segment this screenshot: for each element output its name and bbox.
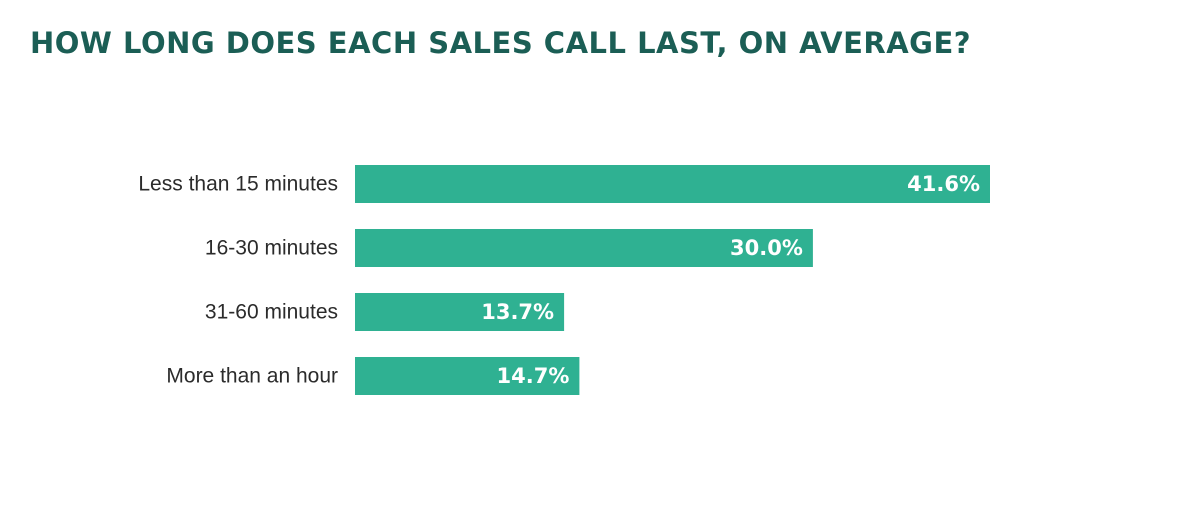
value-label-0: 41.6% (907, 172, 980, 196)
bar-0 (355, 165, 990, 203)
bar-2 (355, 293, 565, 331)
value-label-1: 30.0% (730, 236, 803, 260)
bar-1 (355, 229, 813, 267)
chart-title: How long does each sales call last, on a… (30, 26, 972, 60)
value-label-2: 13.7% (481, 300, 554, 324)
bar-3 (355, 357, 580, 395)
category-label-3: More than an hour (166, 365, 338, 388)
value-label-3: 14.7% (497, 364, 570, 388)
category-label-0: Less than 15 minutes (138, 173, 338, 196)
category-label-2: 31-60 minutes (205, 301, 338, 324)
category-label-1: 16-30 minutes (205, 237, 338, 260)
